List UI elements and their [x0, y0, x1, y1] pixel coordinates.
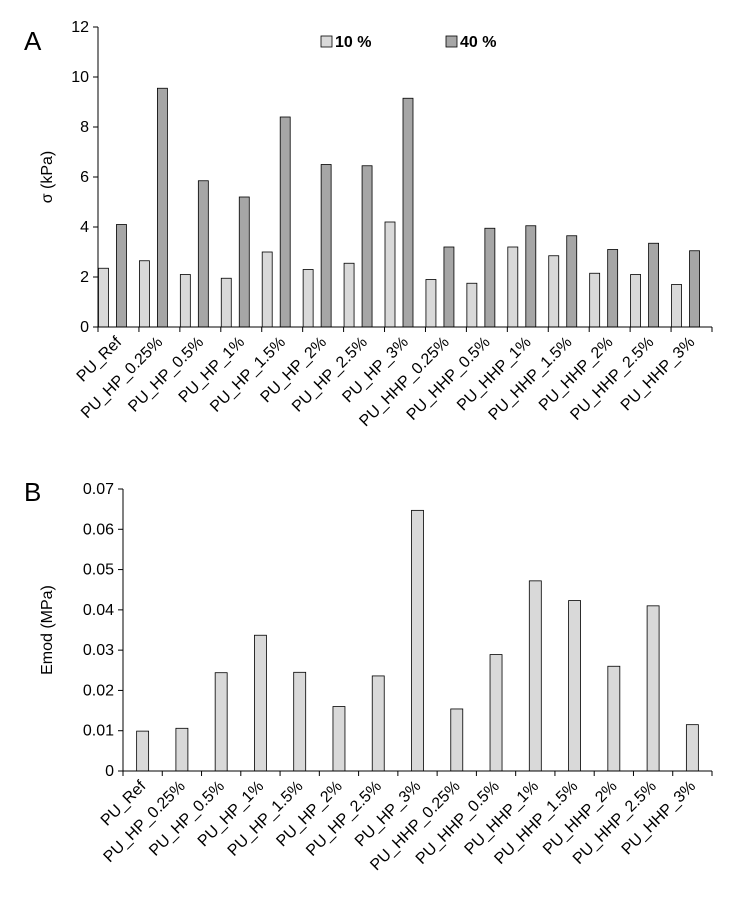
legend-swatch [445, 35, 458, 48]
bar-10-7 [384, 221, 396, 328]
y-tick-label: 10 [71, 69, 89, 86]
bar-Emod-11 [568, 600, 581, 772]
y-axis-title: σ (kPa) [39, 151, 56, 204]
bar-40-4 [279, 116, 291, 328]
legend-label: 40 % [460, 34, 496, 51]
bar-10-4 [261, 251, 273, 328]
bar-40-14 [689, 250, 700, 328]
bar-10-3 [220, 277, 232, 328]
bar-40-11 [566, 235, 578, 328]
bar-Emod-4 [293, 671, 307, 772]
bar-10-11 [548, 255, 560, 328]
y-axis-title: Emod (MPa) [39, 585, 56, 675]
bar-40-3 [238, 196, 250, 328]
bar-Emod-0 [136, 730, 150, 772]
chart-panel-b: B00.010.020.030.040.050.060.07PU_RefPU_H… [24, 477, 713, 874]
bar-40-10 [525, 225, 537, 328]
y-tick-label: 0 [105, 763, 114, 780]
y-tick-label: 2 [80, 269, 89, 286]
y-tick-label: 6 [80, 169, 89, 186]
bar-40-0 [116, 224, 127, 328]
legend-swatch [320, 35, 333, 48]
bar-40-6 [361, 165, 373, 328]
bar-10-0 [98, 267, 109, 328]
bar-Emod-3 [254, 634, 267, 772]
bar-Emod-10 [528, 580, 542, 772]
bar-40-8 [443, 246, 455, 328]
bar-Emod-9 [489, 654, 503, 772]
bar-10-13 [630, 274, 641, 328]
bar-10-8 [425, 279, 437, 328]
bar-Emod-14 [685, 724, 699, 772]
bar-Emod-8 [450, 708, 464, 772]
bar-10-1 [138, 260, 150, 328]
y-tick-label: 0.07 [83, 481, 114, 498]
bar-40-9 [484, 227, 496, 328]
y-tick-label: 0.05 [83, 562, 114, 579]
y-tick-label: 0 [80, 319, 89, 336]
y-tick-label: 0.04 [83, 602, 114, 619]
bar-Emod-7 [411, 509, 424, 772]
y-tick-label: 0.03 [83, 642, 114, 659]
y-tick-label: 12 [71, 19, 89, 36]
legend: 10 % 40 % [320, 34, 496, 51]
bar-Emod-5 [332, 706, 346, 772]
y-tick-label: 0.06 [83, 521, 114, 538]
bar-40-13 [648, 242, 659, 328]
bar-40-1 [156, 87, 168, 328]
chart-panel-a: A024681012PU_RefPU_HP_0.25%PU_HP_0.5%PU_… [24, 19, 713, 430]
bar-40-12 [607, 249, 619, 328]
bar-10-2 [179, 274, 191, 328]
y-tick-label: 4 [80, 219, 89, 236]
y-tick-label: 0.01 [83, 723, 114, 740]
bar-10-9 [466, 282, 478, 328]
bar-10-6 [343, 262, 355, 328]
bar-Emod-12 [607, 665, 621, 772]
y-tick-label: 8 [80, 119, 89, 136]
y-tick-label: 0.02 [83, 682, 114, 699]
bar-40-7 [402, 97, 414, 328]
bar-Emod-13 [646, 605, 660, 772]
bar-Emod-6 [371, 675, 385, 772]
bar-40-5 [320, 164, 332, 328]
bar-Emod-2 [214, 672, 228, 772]
bar-10-14 [671, 284, 682, 328]
legend-label: 10 % [335, 34, 371, 51]
x-tick-label: PU_HHP_3% [618, 334, 699, 415]
bar-40-2 [197, 180, 209, 328]
panel-label: B [24, 477, 41, 507]
bar-Emod-1 [175, 727, 189, 772]
bar-10-12 [589, 272, 601, 328]
bar-10-5 [302, 269, 314, 328]
panel-label: A [24, 26, 42, 56]
bar-10-10 [507, 246, 519, 328]
